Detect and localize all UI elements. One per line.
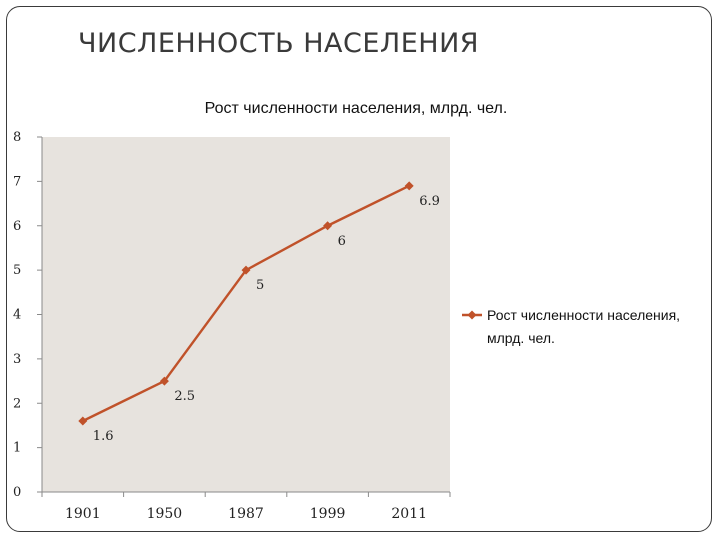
data-point-marker bbox=[78, 416, 88, 426]
plot-area: 0 1 2 3 4 5 6 7 8 1901 1950 1987 1999 2011 1.6 2.5 5 6 6.9 bbox=[13, 130, 451, 522]
y-tick-label: 1 bbox=[13, 441, 21, 456]
legend: Рост численности населения, млрд. чел. bbox=[462, 307, 680, 346]
data-label: 5 bbox=[256, 278, 264, 293]
y-tick-label: 8 bbox=[13, 130, 21, 145]
data-label: 6 bbox=[338, 234, 346, 249]
legend-marker bbox=[467, 310, 477, 320]
x-tick-label: 1999 bbox=[310, 506, 346, 522]
y-tick-label: 0 bbox=[13, 485, 21, 500]
x-tick-label: 1901 bbox=[65, 506, 101, 522]
x-tick-label: 1950 bbox=[147, 506, 183, 522]
data-label: 6.9 bbox=[419, 194, 440, 209]
plot-background bbox=[42, 137, 450, 492]
data-label: 2.5 bbox=[174, 389, 195, 404]
y-tick-label: 7 bbox=[13, 174, 21, 189]
x-tick-label: 1987 bbox=[228, 506, 264, 522]
y-tick-label: 6 bbox=[13, 219, 21, 234]
y-tick-label: 2 bbox=[13, 396, 21, 411]
y-tick-label: 3 bbox=[13, 352, 21, 367]
slide-title: ЧИСЛЕННОСТЬ НАСЕЛЕНИЯ bbox=[78, 28, 480, 59]
data-label: 1.6 bbox=[93, 429, 114, 444]
data-point-marker bbox=[241, 265, 251, 275]
x-tick-label: 2011 bbox=[391, 506, 427, 522]
data-point-marker bbox=[404, 181, 414, 191]
data-point-marker bbox=[159, 376, 169, 386]
y-tick-label: 5 bbox=[13, 263, 21, 278]
data-point-marker bbox=[323, 221, 333, 231]
legend-label: Рост численности населения, bbox=[487, 307, 680, 323]
y-tick-label: 4 bbox=[13, 308, 21, 323]
chart-title: Рост численности населения, млрд. чел. bbox=[205, 100, 508, 117]
legend-label: млрд. чел. bbox=[487, 330, 555, 346]
